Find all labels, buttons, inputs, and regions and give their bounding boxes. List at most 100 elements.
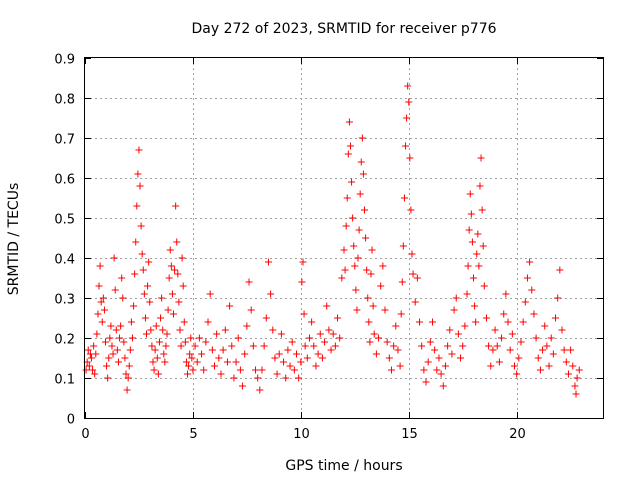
data-point bbox=[239, 382, 247, 390]
data-point bbox=[161, 358, 169, 366]
data-point bbox=[109, 350, 117, 358]
data-point bbox=[260, 342, 268, 350]
data-point bbox=[502, 290, 510, 298]
data-point bbox=[463, 290, 471, 298]
data-point bbox=[262, 314, 270, 322]
data-point bbox=[323, 302, 331, 310]
data-point bbox=[138, 250, 146, 258]
data-point bbox=[137, 222, 145, 230]
data-point bbox=[245, 278, 253, 286]
data-point bbox=[180, 318, 188, 326]
data-point bbox=[487, 362, 495, 370]
data-point bbox=[219, 346, 227, 354]
data-point bbox=[418, 342, 426, 350]
data-point bbox=[441, 362, 449, 370]
data-point bbox=[122, 370, 130, 378]
data-point bbox=[467, 210, 475, 218]
data-point bbox=[341, 266, 349, 274]
data-point bbox=[464, 262, 472, 270]
data-point bbox=[536, 366, 544, 374]
data-point bbox=[461, 322, 469, 330]
data-point bbox=[130, 302, 138, 310]
data-point bbox=[329, 330, 337, 338]
data-point bbox=[508, 330, 516, 338]
data-point bbox=[474, 230, 482, 238]
data-point bbox=[226, 302, 234, 310]
data-point bbox=[477, 154, 485, 162]
data-point bbox=[334, 314, 342, 322]
data-point bbox=[92, 350, 100, 358]
data-point bbox=[211, 362, 218, 370]
data-point bbox=[305, 334, 313, 342]
data-point bbox=[127, 318, 135, 326]
data-point bbox=[346, 142, 354, 150]
data-point bbox=[195, 334, 203, 342]
data-point bbox=[552, 314, 560, 322]
data-point bbox=[358, 134, 366, 142]
data-point bbox=[454, 330, 462, 338]
data-point bbox=[277, 330, 285, 338]
data-point bbox=[356, 190, 364, 198]
data-point bbox=[407, 206, 415, 214]
data-point bbox=[491, 326, 499, 334]
data-point bbox=[204, 318, 212, 326]
data-point bbox=[409, 270, 417, 278]
plot-frame bbox=[84, 57, 604, 419]
plot-points bbox=[82, 82, 583, 398]
data-point bbox=[193, 358, 201, 366]
data-point bbox=[314, 350, 322, 358]
data-point bbox=[363, 266, 371, 274]
data-point bbox=[450, 306, 458, 314]
data-point bbox=[91, 370, 99, 378]
plot-ticks: 0 0.1 0.2 0.3 0.4 0.5 0.6 0.7 0.8 0.9 0 5 10 15 20 bbox=[54, 53, 603, 442]
data-point bbox=[526, 258, 534, 266]
data-point bbox=[185, 362, 193, 370]
data-point bbox=[478, 206, 486, 214]
data-point bbox=[394, 346, 402, 354]
data-point bbox=[213, 330, 221, 338]
data-point bbox=[256, 386, 264, 394]
data-point bbox=[288, 338, 296, 346]
data-point bbox=[303, 354, 311, 362]
data-point bbox=[485, 342, 493, 350]
data-point bbox=[549, 350, 557, 358]
data-point bbox=[177, 342, 185, 350]
data-point bbox=[312, 362, 320, 370]
data-point bbox=[178, 254, 186, 262]
y-tick-label: 0.1 bbox=[54, 373, 75, 388]
data-point bbox=[188, 354, 196, 362]
data-point bbox=[528, 286, 536, 294]
data-point bbox=[444, 342, 452, 350]
data-point bbox=[364, 294, 372, 302]
data-point bbox=[372, 350, 380, 358]
data-point bbox=[300, 310, 308, 318]
data-point bbox=[106, 334, 114, 342]
data-point bbox=[200, 366, 208, 374]
data-point bbox=[379, 262, 387, 270]
data-point bbox=[146, 298, 154, 306]
data-point bbox=[301, 342, 309, 350]
data-point bbox=[158, 294, 166, 302]
data-point bbox=[336, 334, 344, 342]
data-point bbox=[280, 358, 288, 366]
data-point bbox=[495, 358, 503, 366]
data-point bbox=[530, 310, 538, 318]
data-point bbox=[426, 338, 434, 346]
data-point bbox=[100, 306, 108, 314]
data-point bbox=[221, 326, 229, 334]
data-point bbox=[452, 294, 460, 302]
data-point bbox=[97, 298, 105, 306]
data-point bbox=[532, 334, 540, 342]
data-point bbox=[355, 226, 363, 234]
chart-title: Day 272 of 2023, SRMTID for receiver p77… bbox=[191, 21, 496, 37]
data-point bbox=[295, 374, 303, 382]
data-point bbox=[267, 290, 275, 298]
data-point bbox=[472, 318, 480, 326]
data-point bbox=[572, 390, 580, 398]
data-point bbox=[310, 342, 318, 350]
data-point bbox=[375, 334, 383, 342]
data-point bbox=[116, 334, 124, 342]
data-point bbox=[269, 326, 277, 334]
data-point bbox=[446, 326, 454, 334]
data-point bbox=[370, 330, 378, 338]
